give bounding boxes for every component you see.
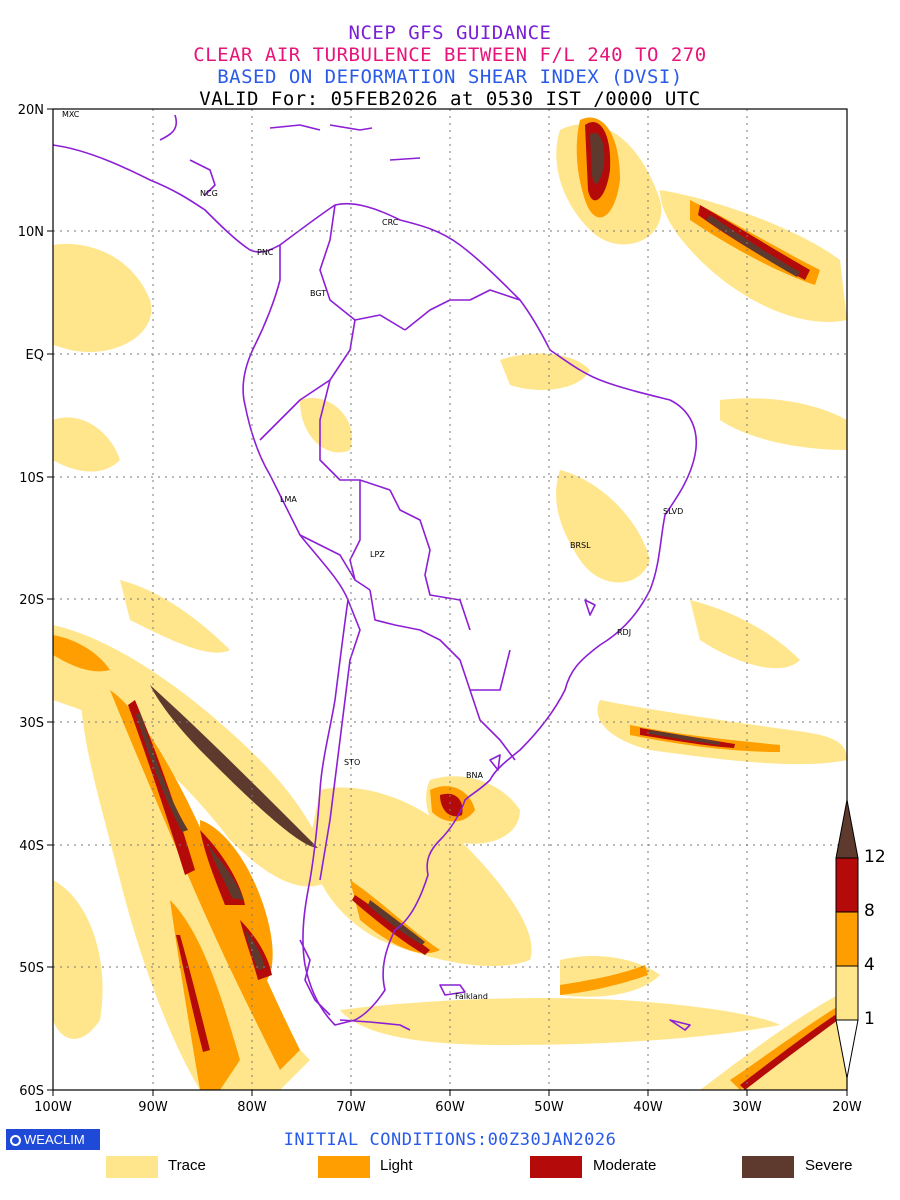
colorbar-label-8: 8 [864, 901, 875, 921]
x-tick-label: 40W [633, 1100, 663, 1115]
y-tick-label: 10N [18, 225, 44, 240]
colorbar-label-12: 12 [864, 847, 886, 867]
x-tick-label: 20W [832, 1100, 862, 1115]
x-tick-label: 100W [34, 1100, 72, 1115]
y-tick-label: 40S [19, 839, 44, 854]
city-label-crc: CRC [382, 218, 399, 227]
city-label-slvd: SLVD [663, 507, 683, 516]
colorbar-label-4: 4 [864, 955, 875, 975]
x-tick-label: 90W [138, 1100, 168, 1115]
title-line-1: NCEP GFS GUIDANCE [348, 22, 552, 44]
y-tick-label: 10S [19, 471, 44, 486]
initial-conditions: INITIAL CONDITIONS:00Z30JAN2026 [283, 1130, 617, 1150]
colorbar [835, 799, 859, 1079]
legend-label-severe: Severe [805, 1157, 853, 1174]
turbulence-field [53, 117, 847, 1090]
x-tick-label: 30W [732, 1100, 762, 1115]
x-tick-label: 60W [435, 1100, 465, 1115]
colorbar-light [835, 911, 859, 967]
city-label-ncg: NCG [200, 189, 218, 198]
y-tick-label: 20S [19, 593, 44, 608]
legend-label-trace: Trace [168, 1157, 206, 1174]
valid-time: VALID For: 05FEB2026 at 0530 IST /0000 U… [199, 88, 701, 110]
city-label-pnc: PNC [257, 248, 274, 257]
legend-swatch-moderate [530, 1156, 582, 1178]
y-tick-label: 50S [19, 961, 44, 976]
city-label-bna: BNA [466, 771, 483, 780]
city-label-lma: LMA [280, 495, 297, 504]
x-tick-label: 70W [336, 1100, 366, 1115]
city-label-falkland: Falkland [455, 992, 488, 1001]
title-line-3: BASED ON DEFORMATION SHEAR INDEX (DVSI) [217, 66, 683, 88]
city-label-lpz: LPZ [370, 550, 385, 559]
city-label-bgt: BGT [310, 289, 326, 298]
x-tick-label: 80W [237, 1100, 267, 1115]
title-line-2: CLEAR AIR TURBULENCE BETWEEN F/L 240 TO … [193, 44, 707, 66]
legend-swatch-light [318, 1156, 370, 1178]
legend-swatch-severe [742, 1156, 794, 1178]
weaclim-logo: WEACLIM [6, 1129, 100, 1150]
legend-label-moderate: Moderate [593, 1157, 657, 1174]
legend-swatch-trace [106, 1156, 158, 1178]
colorbar-severe-cap [835, 799, 859, 859]
colorbar-low-cap [835, 1019, 859, 1079]
city-label-mxc: MXC [62, 110, 80, 119]
y-tick-label: 20N [18, 103, 44, 118]
gridlines [53, 109, 847, 1090]
colorbar-moderate [835, 857, 859, 913]
city-label-rdj: RDJ [617, 628, 631, 637]
axis-ticks [47, 108, 848, 1096]
y-tick-label: 60S [19, 1084, 44, 1099]
y-tick-label: EQ [26, 348, 44, 363]
x-tick-label: 50W [534, 1100, 564, 1115]
city-label-brsl: BRSL [570, 541, 591, 550]
logo-ring-icon [10, 1135, 21, 1146]
logo-text: WEACLIM [24, 1132, 85, 1147]
legend-label-light: Light [380, 1157, 413, 1174]
y-tick-label: 30S [19, 716, 44, 731]
city-label-sto: STO [344, 758, 360, 767]
colorbar-trace [835, 965, 859, 1021]
colorbar-label-1: 1 [864, 1009, 875, 1029]
